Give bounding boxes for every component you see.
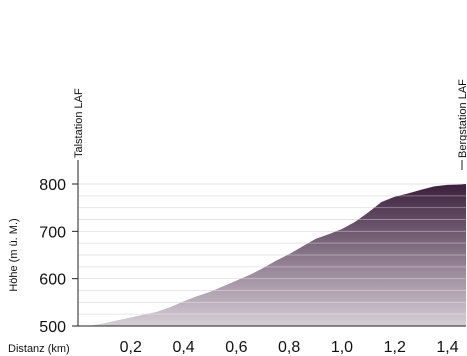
x-axis-label: Distanz (km) bbox=[8, 343, 70, 355]
station-marker-label: Talstation LAF bbox=[73, 88, 85, 158]
station-markers: Talstation LAF Bergstation LAF bbox=[73, 79, 467, 170]
x-tick-labels: 0,2 0,4 0,6 0,8 1,0 1,2 1,4 bbox=[120, 339, 459, 356]
y-tick-label: 600 bbox=[39, 272, 66, 289]
y-tick-labels: 500 600 700 800 bbox=[39, 177, 78, 336]
y-tick-label: 500 bbox=[39, 319, 66, 336]
station-marker-label: Bergstation LAF bbox=[457, 79, 467, 158]
y-tick-label: 800 bbox=[39, 177, 66, 194]
x-tick-label: 0,2 bbox=[120, 339, 142, 356]
axes bbox=[77, 168, 466, 327]
x-tick-label: 1,2 bbox=[384, 339, 406, 356]
x-tick-label: 0,8 bbox=[278, 339, 300, 356]
elevation-area bbox=[78, 184, 466, 326]
x-tick-label: 0,6 bbox=[225, 339, 247, 356]
y-tick-label: 700 bbox=[39, 224, 66, 241]
y-axis-label: Höhe (m ü. M.) bbox=[8, 218, 20, 291]
x-tick-label: 0,4 bbox=[172, 339, 194, 356]
x-tick-label: 1,4 bbox=[436, 339, 458, 356]
x-tick-label: 1,0 bbox=[331, 339, 353, 356]
